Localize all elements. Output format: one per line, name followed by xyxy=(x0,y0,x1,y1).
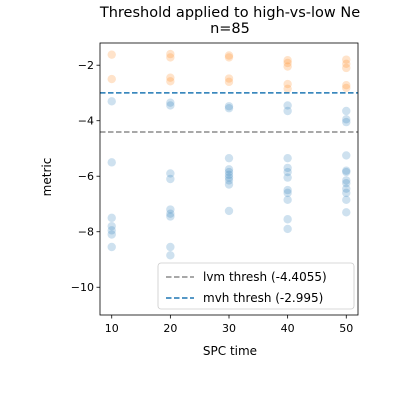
data-point-series-1 xyxy=(107,242,116,252)
data-point-series-0 xyxy=(224,74,234,83)
data-point-series-1 xyxy=(224,173,234,182)
data-point-series-1 xyxy=(224,165,234,174)
data-point-series-0 xyxy=(342,83,351,93)
data-point-series-1 xyxy=(342,208,351,217)
data-point-series-0 xyxy=(342,63,351,73)
data-point-series-1 xyxy=(166,212,175,221)
legend-box xyxy=(157,262,355,310)
data-point-series-1 xyxy=(342,117,351,127)
data-point-series-1 xyxy=(224,167,234,177)
chart-title: Threshold applied to high-vs-low Ne xyxy=(99,5,360,21)
data-point-series-1 xyxy=(283,163,292,173)
data-point-series-1 xyxy=(283,101,292,110)
chart-subtitle: n=85 xyxy=(210,21,250,37)
data-point-series-0 xyxy=(342,59,351,69)
data-point-series-1 xyxy=(166,209,175,218)
data-point-series-1 xyxy=(107,221,116,231)
data-point-series-1 xyxy=(283,153,292,163)
y-tick-label: −2 xyxy=(78,59,94,72)
data-point-series-1 xyxy=(107,230,116,239)
data-point-series-0 xyxy=(283,79,292,89)
data-point-series-1 xyxy=(283,173,292,182)
data-point-series-0 xyxy=(166,77,175,86)
y-tick-label: −8 xyxy=(78,226,94,239)
data-point-series-1 xyxy=(166,169,175,178)
data-point-series-1 xyxy=(224,102,234,111)
data-point-series-1 xyxy=(224,206,234,216)
data-point-series-1 xyxy=(342,166,351,175)
legend-label: lvm thresh (-4.4055) xyxy=(203,270,327,284)
y-tick-label: −10 xyxy=(71,281,94,294)
data-point-series-1 xyxy=(283,195,292,205)
x-tick-label: 50 xyxy=(339,322,353,335)
data-point-series-1 xyxy=(342,195,351,205)
data-point-series-1 xyxy=(224,176,234,185)
data-point-series-1 xyxy=(107,213,116,223)
x-tick-label: 40 xyxy=(281,322,295,335)
data-point-series-1 xyxy=(283,215,292,224)
data-point-series-0 xyxy=(342,80,351,90)
data-point-series-1 xyxy=(283,224,292,234)
data-point-series-1 xyxy=(166,205,175,214)
data-point-series-0 xyxy=(166,73,175,82)
data-point-series-0 xyxy=(283,84,292,94)
data-point-series-1 xyxy=(166,251,175,260)
y-axis-label: metric xyxy=(40,158,54,197)
data-point-series-1 xyxy=(224,153,234,163)
data-point-series-0 xyxy=(224,77,234,87)
x-tick-label: 10 xyxy=(105,322,119,335)
data-point-series-0 xyxy=(166,53,175,62)
data-point-series-1 xyxy=(342,178,351,188)
data-point-series-1 xyxy=(283,188,292,198)
data-point-series-1 xyxy=(107,97,116,106)
x-tick-label: 30 xyxy=(222,322,236,335)
data-point-series-0 xyxy=(283,58,292,68)
data-point-series-1 xyxy=(224,180,234,189)
data-point-series-1 xyxy=(342,115,351,124)
x-tick-label: 20 xyxy=(163,322,177,335)
data-point-series-1 xyxy=(166,101,175,110)
y-tick-label: −4 xyxy=(78,115,94,128)
data-point-series-1 xyxy=(224,104,234,113)
legend-label: mvh thresh (-2.995) xyxy=(203,291,323,305)
data-point-series-0 xyxy=(283,62,292,71)
data-point-series-0 xyxy=(283,56,292,65)
data-point-series-1 xyxy=(107,158,116,167)
data-point-series-1 xyxy=(166,242,175,252)
data-point-series-1 xyxy=(166,98,175,107)
legend: lvm thresh (-4.4055) mvh thresh (-2.995) xyxy=(157,262,355,310)
data-point-series-0 xyxy=(224,53,234,62)
data-point-series-0 xyxy=(342,55,351,64)
y-tick-label: −6 xyxy=(78,170,94,183)
data-point-series-1 xyxy=(342,188,351,198)
data-point-series-1 xyxy=(107,226,116,235)
x-axis-label: SPC time xyxy=(203,344,257,358)
data-point-series-0 xyxy=(224,51,234,60)
data-point-series-1 xyxy=(224,170,234,180)
data-point-series-1 xyxy=(342,184,351,193)
data-point-series-1 xyxy=(342,167,351,177)
plot-area: 10 20 30 40 50 −10 −8 −6 −4 −2 lvm thresh (-4.4055… xyxy=(71,42,359,335)
data-point-series-1 xyxy=(283,167,292,177)
data-point-series-0 xyxy=(166,49,175,59)
data-point-series-1 xyxy=(283,106,292,116)
data-point-series-1 xyxy=(342,151,351,160)
data-point-series-1 xyxy=(283,185,292,195)
data-point-series-1 xyxy=(166,174,175,184)
data-point-series-1 xyxy=(342,106,351,116)
data-point-series-0 xyxy=(107,50,116,59)
data-point-series-1 xyxy=(342,176,351,185)
data-point-series-0 xyxy=(107,74,116,84)
